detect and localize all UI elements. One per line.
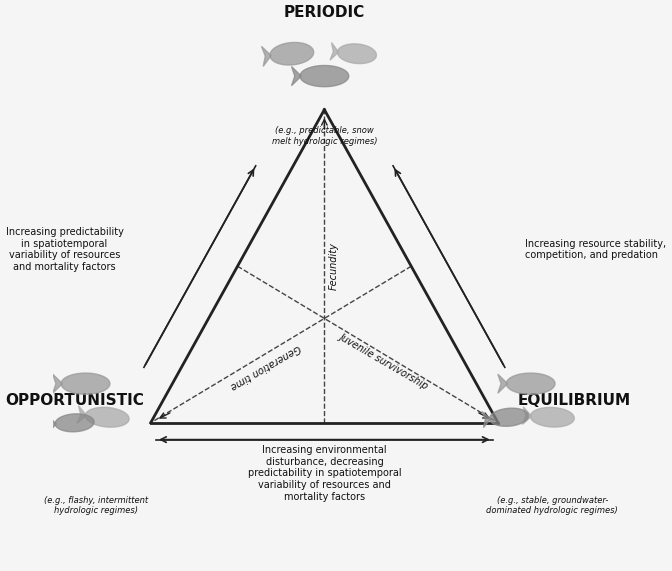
Text: (e.g., predictable, snow
melt hydrologic regimes): (e.g., predictable, snow melt hydrologic… [271, 126, 377, 146]
Text: Increasing resource stability,
competition, and predation: Increasing resource stability, competiti… [526, 239, 667, 260]
Polygon shape [300, 66, 349, 87]
Polygon shape [292, 67, 301, 86]
Polygon shape [48, 416, 56, 432]
Polygon shape [482, 412, 491, 428]
Text: Juvenile survivorship: Juvenile survivorship [338, 332, 430, 391]
Polygon shape [85, 407, 129, 427]
Polygon shape [52, 374, 62, 393]
Polygon shape [270, 42, 314, 65]
Polygon shape [337, 44, 376, 63]
Polygon shape [498, 374, 507, 393]
Polygon shape [55, 414, 94, 432]
Text: PERIODIC: PERIODIC [284, 5, 365, 20]
Text: (e.g., flashy, intermittent
hydrologic regimes): (e.g., flashy, intermittent hydrologic r… [44, 496, 149, 515]
Polygon shape [506, 373, 555, 395]
Text: OPPORTUNISTIC: OPPORTUNISTIC [5, 393, 144, 408]
Polygon shape [261, 46, 271, 66]
Polygon shape [530, 408, 575, 427]
Polygon shape [61, 373, 110, 395]
Polygon shape [77, 406, 87, 423]
Text: Increasing environmental
disturbance, decreasing
predictability in spatiotempora: Increasing environmental disturbance, de… [247, 445, 401, 501]
Text: Generation time: Generation time [228, 343, 302, 391]
Text: EQUILIBRIUM: EQUILIBRIUM [517, 393, 630, 408]
Polygon shape [330, 43, 339, 60]
Text: (e.g., stable, groundwater-
dominated hydrologic regimes): (e.g., stable, groundwater- dominated hy… [487, 496, 618, 515]
Polygon shape [522, 407, 532, 424]
Text: Increasing predictability
in spatiotemporal
variability of resources
and mortali: Increasing predictability in spatiotempo… [5, 227, 124, 272]
Polygon shape [489, 408, 528, 427]
Text: Fecundity: Fecundity [329, 242, 339, 290]
